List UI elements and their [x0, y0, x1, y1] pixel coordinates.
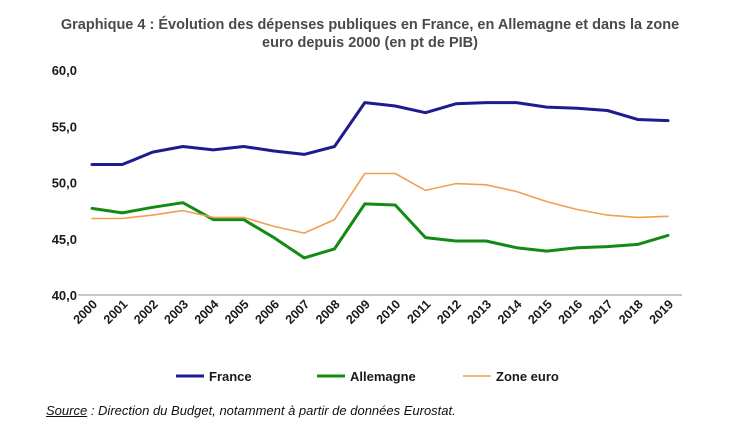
- series-line-france: [90, 101, 670, 166]
- series-line-zone-euro: [91, 172, 669, 234]
- x-tick-label: 2007: [283, 297, 313, 327]
- x-tick-label: 2017: [586, 297, 616, 327]
- x-tick-label: 2011: [405, 297, 434, 326]
- legend-label-zone-euro: Zone euro: [496, 369, 559, 384]
- x-tick-label: 2015: [525, 297, 555, 327]
- x-tick-label: 2018: [616, 297, 646, 327]
- x-tick-label: 2013: [465, 297, 495, 327]
- y-tick-label: 40,0: [52, 288, 77, 303]
- x-tick-label: 2002: [131, 297, 161, 327]
- x-tick-label: 2004: [192, 297, 222, 327]
- x-tick-label: 2012: [434, 297, 464, 327]
- line-chart: 60,0 55,0 50,0 45,0 40,0 2000 2001 2002 2003 200…: [52, 63, 682, 384]
- x-tick-label: 2016: [556, 297, 586, 327]
- y-tick-label: 60,0: [52, 63, 77, 78]
- chart-title: Graphique 4 : Évolution des dépenses pub…: [40, 16, 700, 52]
- x-tick-label: 2010: [374, 297, 404, 327]
- y-axis-ticks: 60,0 55,0 50,0 45,0 40,0: [52, 63, 77, 303]
- y-tick-label: 50,0: [52, 176, 77, 191]
- x-tick-label: 2014: [495, 297, 525, 327]
- x-tick-label: 2019: [647, 297, 677, 327]
- series-lines: [90, 101, 670, 260]
- source-text: : Direction du Budget, notamment à parti…: [87, 403, 456, 418]
- source-note: Source : Direction du Budget, notamment …: [46, 403, 456, 418]
- y-tick-label: 55,0: [52, 119, 77, 134]
- series-line-allemagne: [90, 201, 670, 260]
- x-tick-label: 2009: [343, 297, 373, 327]
- legend-label-allemagne: Allemagne: [350, 369, 416, 384]
- legend-label-france: France: [209, 369, 252, 384]
- x-tick-label: 2005: [222, 297, 252, 327]
- x-tick-label: 2006: [252, 297, 282, 327]
- source-label: Source: [46, 403, 88, 418]
- x-tick-label: 2001: [101, 297, 131, 327]
- x-tick-label: 2008: [313, 297, 343, 327]
- x-tick-label: 2003: [162, 297, 192, 327]
- y-tick-label: 45,0: [52, 232, 77, 247]
- chart-title-line-1: Graphique 4 : Évolution des dépenses pub…: [60, 17, 680, 33]
- x-axis-ticks: 2000 2001 2002 2003 2004 2005 2006 2007 2008 2009…: [71, 297, 677, 327]
- chart-title-line-2: euro depuis 2000 (en pt de PIB): [262, 35, 478, 51]
- legend: France Allemagne Zone euro: [176, 369, 559, 384]
